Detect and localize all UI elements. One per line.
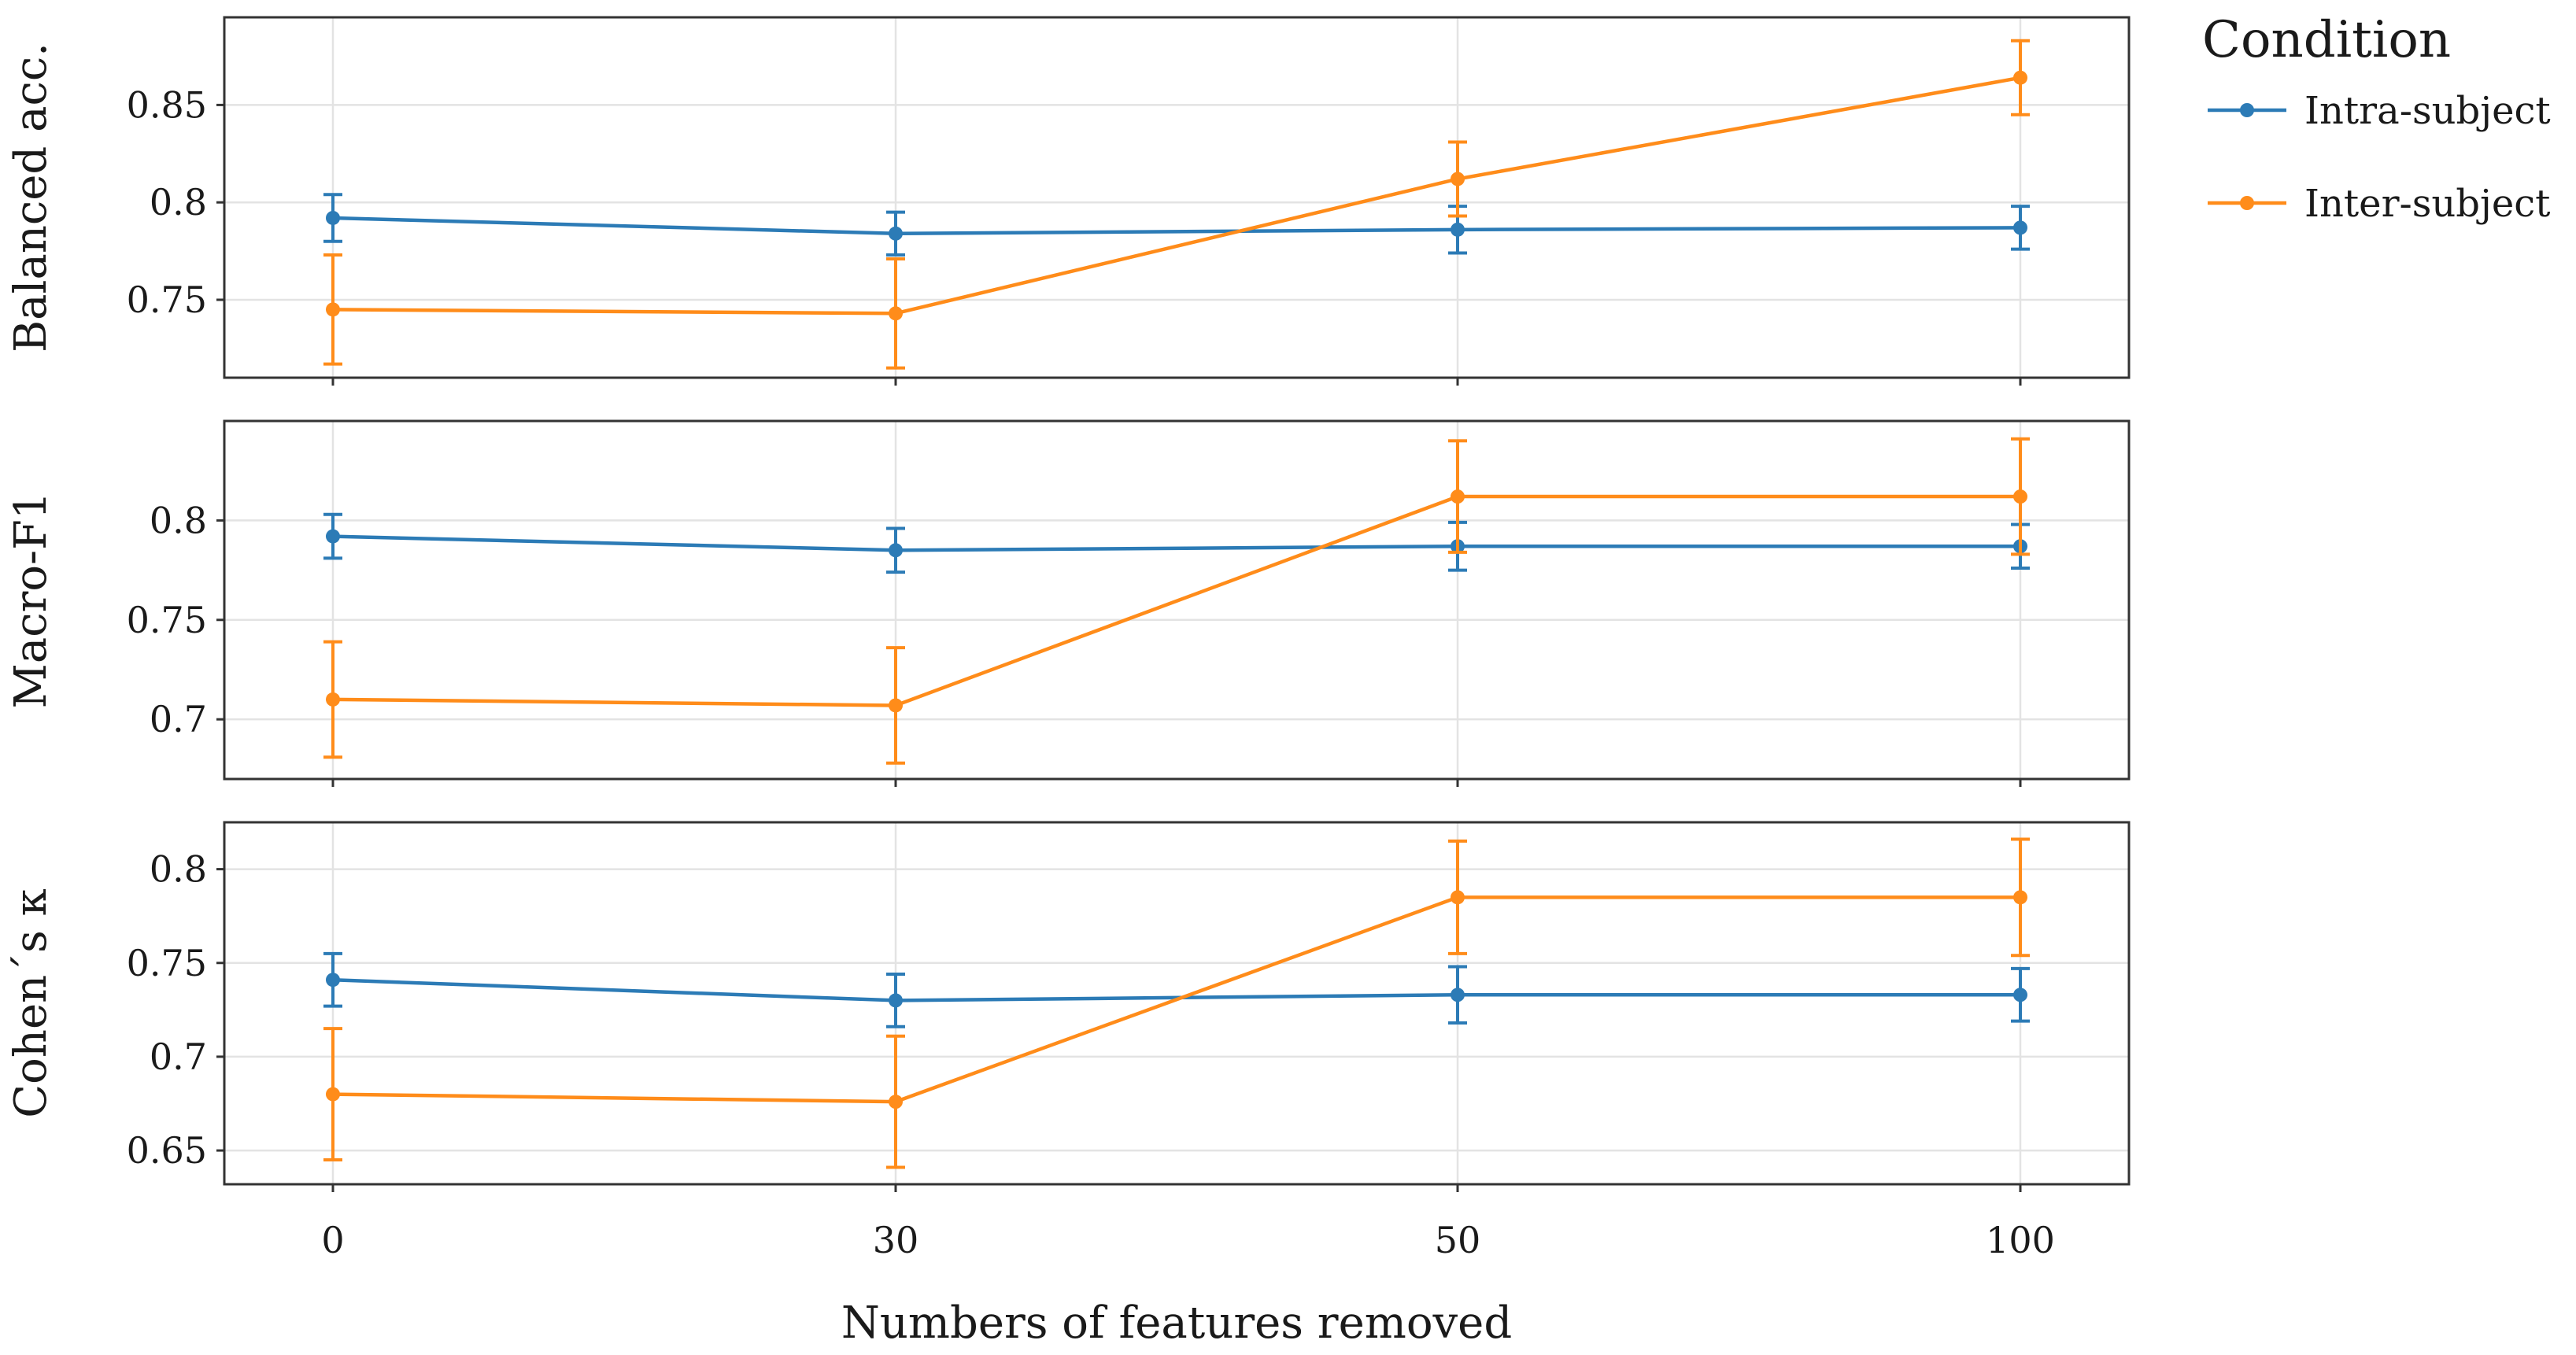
series-intra-subject xyxy=(323,193,2030,257)
panel-cohen-s: 0.65 0.7 0.75 0.8 Cohen´s κ xyxy=(6,821,2131,1192)
series-line xyxy=(332,534,2020,552)
data-point xyxy=(889,993,903,1008)
data-point xyxy=(2013,890,2027,905)
data-point xyxy=(1451,222,1465,237)
data-point xyxy=(326,210,340,225)
data-point xyxy=(326,973,340,988)
panel-border xyxy=(223,16,2131,379)
series-line xyxy=(332,494,2020,707)
series-inter-subject xyxy=(323,837,2030,1169)
chart-panels: 0.75 0.8 0.85 Balanced acc. 0.7 0.75 0.8 Macro-… xyxy=(6,16,2131,1192)
series-line xyxy=(332,977,2020,1002)
series-line xyxy=(332,76,2021,316)
x-tick-label: 30 xyxy=(873,1219,919,1261)
data-point xyxy=(2013,489,2027,504)
y-axis-title: Cohen´s κ xyxy=(6,888,57,1117)
legend: Condition Intra-subject Inter-subject xyxy=(2202,11,2551,226)
legend-label: Inter-subject xyxy=(2304,182,2550,226)
y-tick-label: 0.75 xyxy=(127,279,207,321)
panel-border xyxy=(223,419,2131,781)
data-point xyxy=(889,698,903,713)
data-point xyxy=(2013,70,2027,85)
panel-border xyxy=(223,821,2131,1186)
legend-swatch-point xyxy=(2240,103,2254,117)
data-point xyxy=(326,529,340,544)
series-line xyxy=(332,895,2020,1104)
series-inter-subject xyxy=(323,39,2030,370)
data-point xyxy=(326,692,340,707)
data-point xyxy=(326,302,340,317)
series-line xyxy=(332,216,2021,236)
y-tick-label: 0.85 xyxy=(127,83,207,126)
data-point xyxy=(1451,489,1465,504)
y-axis-title: Macro-F1 xyxy=(6,492,57,709)
data-point xyxy=(2013,988,2027,1002)
y-tick-label: 0.7 xyxy=(150,1036,207,1078)
y-tick-label: 0.8 xyxy=(150,181,207,223)
y-axis-title: Balanced acc. xyxy=(6,42,57,353)
y-tick-label: 0.75 xyxy=(127,599,207,641)
y-tick-label: 0.65 xyxy=(127,1129,207,1172)
x-tick-label: 50 xyxy=(1435,1219,1481,1261)
series-inter-subject xyxy=(323,437,2030,765)
x-axis-title: Numbers of features removed xyxy=(841,1298,1512,1349)
x-axis: 0 30 50 100 xyxy=(321,1219,2055,1261)
legend-title: Condition xyxy=(2202,11,2451,69)
y-tick-label: 0.75 xyxy=(127,942,207,984)
data-point xyxy=(1451,988,1465,1002)
y-tick-label: 0.8 xyxy=(150,848,207,891)
legend-label: Intra-subject xyxy=(2304,89,2551,133)
data-point xyxy=(889,306,903,321)
series-intra-subject xyxy=(323,951,2030,1028)
data-point xyxy=(326,1087,340,1102)
legend-swatch-point xyxy=(2240,196,2254,210)
series-intra-subject xyxy=(323,512,2030,574)
x-tick-label: 0 xyxy=(321,1219,344,1261)
panel-balanced-acc: 0.75 0.8 0.85 Balanced acc. xyxy=(6,16,2131,386)
data-point xyxy=(1451,172,1465,186)
data-point xyxy=(889,1095,903,1109)
x-tick-label: 100 xyxy=(1986,1219,2055,1261)
panel-macro-f1: 0.7 0.75 0.8 Macro-F1 xyxy=(6,419,2131,787)
y-tick-label: 0.8 xyxy=(150,499,207,541)
data-point xyxy=(889,226,903,241)
y-tick-label: 0.7 xyxy=(150,698,207,740)
data-point xyxy=(2013,220,2027,235)
data-point xyxy=(889,543,903,558)
legend-item-inter-subject: Inter-subject xyxy=(2208,182,2550,226)
legend-item-intra-subject: Intra-subject xyxy=(2208,89,2551,133)
data-point xyxy=(1451,890,1465,905)
